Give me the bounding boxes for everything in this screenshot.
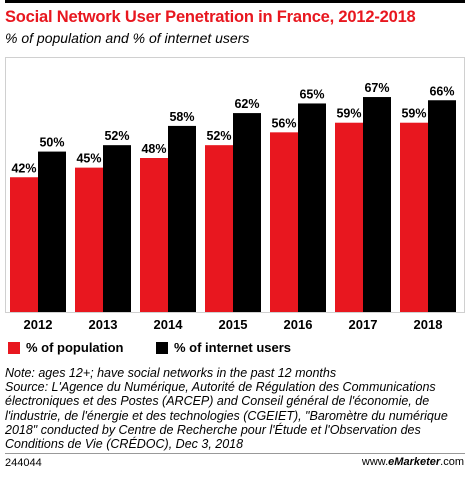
footer-rule <box>5 453 465 454</box>
legend-item-population: % of population <box>8 340 123 355</box>
credit-brand: eMarketer <box>388 456 441 468</box>
legend-swatch-internet-users <box>156 341 168 354</box>
data-label-population-2013: 45% <box>76 152 101 166</box>
data-label-population-2015: 52% <box>206 129 231 143</box>
x-tick-label-2016: 2016 <box>284 317 313 332</box>
bar-population-2017 <box>335 122 363 312</box>
credit: www.eMarketer.com <box>362 456 464 468</box>
bar-internet-users-2015 <box>233 113 261 312</box>
x-tick-label-2013: 2013 <box>89 317 118 332</box>
bar-internet-users-2016 <box>298 103 326 312</box>
data-label-internet-users-2013: 52% <box>104 129 129 143</box>
data-label-internet-users-2016: 65% <box>299 87 324 101</box>
top-rule <box>5 0 465 3</box>
data-label-population-2018: 59% <box>401 107 426 121</box>
bar-internet-users-2013 <box>103 145 131 312</box>
data-label-internet-users-2014: 58% <box>169 110 194 124</box>
bar-internet-users-2014 <box>168 125 196 313</box>
data-label-internet-users-2017: 67% <box>364 81 389 95</box>
chart-subtitle: % of population and % of internet users <box>5 30 250 46</box>
bar-internet-users-2017 <box>363 97 391 312</box>
data-label-population-2014: 48% <box>141 142 166 156</box>
legend-swatch-population <box>8 341 20 354</box>
data-label-population-2016: 56% <box>271 116 296 130</box>
data-label-internet-users-2018: 66% <box>429 84 454 98</box>
chart-title: Social Network User Penetration in Franc… <box>5 8 416 26</box>
bar-population-2012 <box>10 177 38 312</box>
x-tick-label-2018: 2018 <box>414 317 443 332</box>
bar-population-2014 <box>140 158 168 312</box>
bar-internet-users-2012 <box>38 151 66 312</box>
x-tick-label-2015: 2015 <box>219 317 248 332</box>
legend-item-internet-users: % of internet users <box>156 340 291 355</box>
data-label-population-2012: 42% <box>11 161 36 175</box>
x-tick-label-2017: 2017 <box>349 317 378 332</box>
data-label-population-2017: 59% <box>336 107 361 121</box>
data-label-internet-users-2015: 62% <box>234 97 259 111</box>
chart-frame <box>5 57 465 313</box>
source-text: Source: L'Agence du Numérique, Autorité … <box>5 380 448 452</box>
data-label-internet-users-2012: 50% <box>39 136 64 150</box>
credit-prefix: www. <box>361 456 389 468</box>
bar-population-2013 <box>75 167 103 312</box>
x-tick-label-2014: 2014 <box>154 317 184 332</box>
bar-chart: 42%50%201245%52%201348%58%201452%62%2015… <box>10 81 456 332</box>
bar-population-2018 <box>400 122 428 312</box>
bar-population-2015 <box>205 145 233 312</box>
bar-internet-users-2018 <box>428 100 456 312</box>
chart-id: 244044 <box>5 457 42 469</box>
bar-population-2016 <box>270 132 298 312</box>
note-text: Note: ages 12+; have social networks in … <box>5 366 337 380</box>
legend-label-population: % of population <box>26 340 124 355</box>
footnote: Note: ages 12+; have social networks in … <box>5 366 470 451</box>
x-tick-label-2012: 2012 <box>24 317 53 332</box>
credit-suffix: .com <box>440 456 464 468</box>
legend-label-internet-users: % of internet users <box>174 340 292 355</box>
